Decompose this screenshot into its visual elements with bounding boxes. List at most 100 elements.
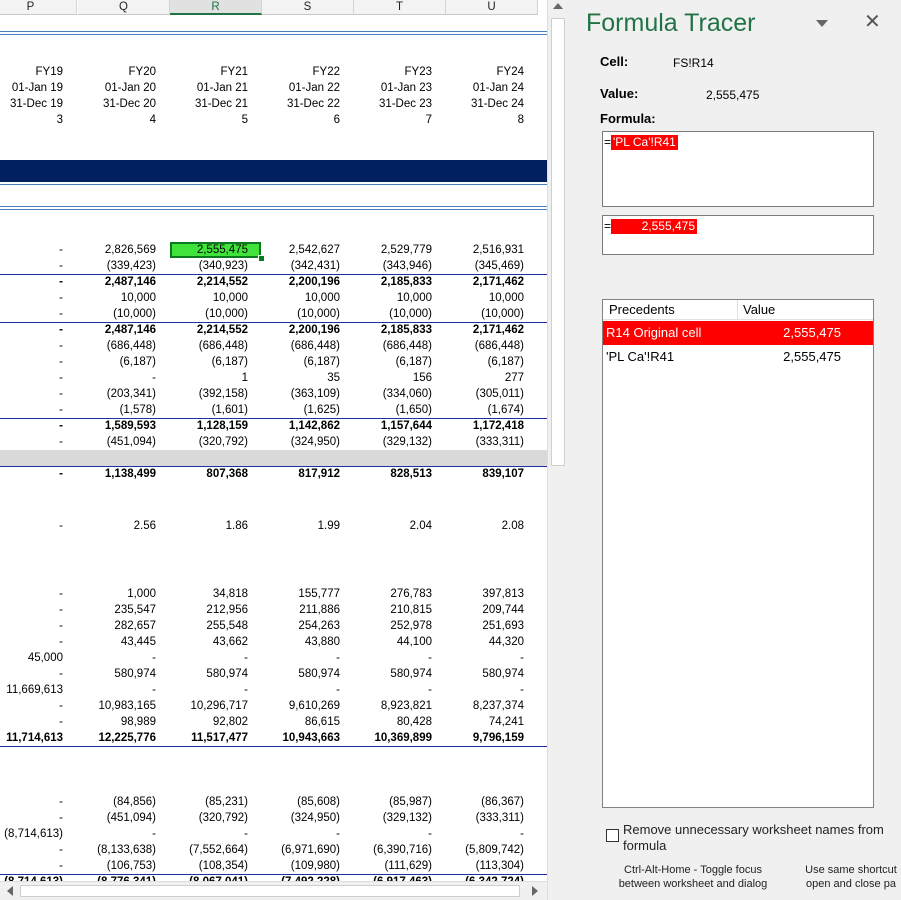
table-cell[interactable]: 828,513: [390, 468, 432, 480]
precedents-table[interactable]: Precedents Value R14 Original cell 2,555,…: [602, 299, 874, 808]
header-cell[interactable]: 01-Jan 24: [472, 82, 524, 94]
table-cell[interactable]: (363,109): [290, 388, 340, 400]
table-cell[interactable]: -: [336, 652, 340, 664]
header-cell[interactable]: FY24: [496, 66, 525, 78]
table-cell[interactable]: (451,094): [106, 436, 156, 448]
table-cell[interactable]: -: [59, 796, 63, 808]
table-cell[interactable]: -: [59, 604, 63, 616]
table-cell[interactable]: 2,516,931: [472, 244, 524, 256]
table-cell[interactable]: -: [59, 520, 63, 532]
table-cell[interactable]: 1,172,418: [472, 420, 524, 432]
table-cell[interactable]: (324,950): [290, 812, 340, 824]
header-cell[interactable]: FY19: [35, 66, 64, 78]
table-cell[interactable]: 1.99: [317, 520, 340, 532]
vertical-scrollbar[interactable]: [547, 0, 568, 900]
close-icon[interactable]: ✕: [864, 11, 881, 33]
table-cell[interactable]: (113,304): [475, 860, 524, 872]
table-cell[interactable]: (334,060): [382, 388, 432, 400]
table-cell[interactable]: 2,214,552: [196, 276, 248, 288]
table-cell[interactable]: (10,000): [481, 308, 524, 320]
table-cell[interactable]: 11,669,613: [6, 684, 63, 696]
table-cell[interactable]: -: [59, 468, 63, 480]
table-cell[interactable]: (451,094): [106, 812, 156, 824]
table-cell[interactable]: 10,000: [120, 292, 156, 304]
header-cell[interactable]: 31-Dec 19: [9, 98, 63, 110]
table-cell[interactable]: (85,987): [389, 796, 432, 808]
table-cell[interactable]: (10,000): [389, 308, 432, 320]
table-cell[interactable]: 43,662: [212, 636, 248, 648]
table-cell[interactable]: 11,714,613: [6, 732, 63, 744]
table-cell[interactable]: 10,000: [488, 292, 524, 304]
table-cell[interactable]: (85,608): [297, 796, 340, 808]
table-cell[interactable]: -: [59, 276, 63, 288]
table-cell[interactable]: 2,487,146: [104, 276, 156, 288]
table-cell[interactable]: (109,980): [290, 860, 340, 872]
table-cell[interactable]: 86,615: [304, 716, 340, 728]
table-cell[interactable]: -: [59, 812, 63, 824]
table-cell[interactable]: 1,142,862: [288, 420, 340, 432]
column-header-r[interactable]: R: [170, 0, 262, 15]
table-cell[interactable]: 2.04: [409, 520, 432, 532]
scroll-up-icon[interactable]: [553, 3, 563, 9]
precedent-row[interactable]: R14 Original cell 2,555,475: [603, 321, 873, 345]
table-cell[interactable]: -: [520, 828, 524, 840]
table-cell[interactable]: 98,989: [120, 716, 156, 728]
table-cell[interactable]: -: [520, 684, 524, 696]
table-cell[interactable]: -: [428, 652, 432, 664]
table-cell[interactable]: 2,171,462: [472, 324, 524, 336]
header-cell[interactable]: FY23: [404, 66, 433, 78]
table-cell[interactable]: (320,792): [198, 436, 248, 448]
table-cell[interactable]: -: [59, 340, 63, 352]
table-cell[interactable]: 8,237,374: [472, 700, 524, 712]
table-cell[interactable]: 580,974: [114, 668, 156, 680]
table-cell[interactable]: (6,187): [211, 356, 248, 368]
table-cell[interactable]: (1,625): [303, 404, 340, 416]
table-cell[interactable]: 2,826,569: [104, 244, 156, 256]
header-cell[interactable]: 6: [333, 114, 340, 126]
table-cell[interactable]: 1,157,644: [380, 420, 432, 432]
table-cell[interactable]: 2,185,833: [380, 276, 432, 288]
table-cell[interactable]: 580,974: [206, 668, 248, 680]
selected-cell-r14[interactable]: [170, 242, 261, 258]
table-cell[interactable]: (333,311): [475, 436, 524, 448]
header-cell[interactable]: 5: [241, 114, 248, 126]
table-cell[interactable]: (5,809,742): [465, 844, 524, 856]
remove-worksheet-names-checkbox[interactable]: [606, 829, 619, 842]
table-cell[interactable]: 1.86: [225, 520, 248, 532]
table-cell[interactable]: 277: [504, 372, 524, 384]
table-cell[interactable]: -: [59, 716, 63, 728]
table-cell[interactable]: (111,629): [384, 860, 432, 872]
table-cell[interactable]: (686,448): [290, 340, 340, 352]
table-cell[interactable]: 254,263: [298, 620, 340, 632]
header-cell[interactable]: 3: [56, 114, 63, 126]
table-cell[interactable]: 10,943,663: [282, 732, 340, 744]
table-cell[interactable]: 282,657: [114, 620, 156, 632]
table-cell[interactable]: 92,802: [212, 716, 248, 728]
table-cell[interactable]: 817,912: [298, 468, 340, 480]
table-cell[interactable]: 580,974: [482, 668, 524, 680]
table-cell[interactable]: 2,555,475: [196, 244, 248, 256]
table-cell[interactable]: 1,589,593: [104, 420, 156, 432]
table-cell[interactable]: (320,792): [198, 812, 248, 824]
table-cell[interactable]: (345,469): [474, 260, 524, 272]
table-cell[interactable]: (6,187): [303, 356, 340, 368]
table-cell[interactable]: (1,650): [395, 404, 432, 416]
table-cell[interactable]: 397,813: [482, 588, 524, 600]
precedents-header[interactable]: Precedents: [603, 300, 738, 320]
header-cell[interactable]: 31-Dec 22: [286, 98, 340, 110]
column-header-p[interactable]: P: [0, 0, 77, 15]
table-cell[interactable]: (686,448): [198, 340, 248, 352]
header-cell[interactable]: 31-Dec 24: [470, 98, 524, 110]
table-cell[interactable]: -: [59, 404, 63, 416]
table-cell[interactable]: 2.08: [501, 520, 524, 532]
table-cell[interactable]: 10,000: [396, 292, 432, 304]
table-cell[interactable]: 580,974: [298, 668, 340, 680]
table-cell[interactable]: -: [59, 700, 63, 712]
table-cell[interactable]: -: [244, 684, 248, 696]
table-cell[interactable]: (329,132): [382, 812, 432, 824]
table-cell[interactable]: -: [428, 828, 432, 840]
table-cell[interactable]: (8,133,638): [97, 844, 156, 856]
table-cell[interactable]: (342,431): [290, 260, 340, 272]
table-cell[interactable]: -: [59, 292, 63, 304]
precedent-row[interactable]: 'PL Ca'!R41 2,555,475: [603, 345, 873, 369]
